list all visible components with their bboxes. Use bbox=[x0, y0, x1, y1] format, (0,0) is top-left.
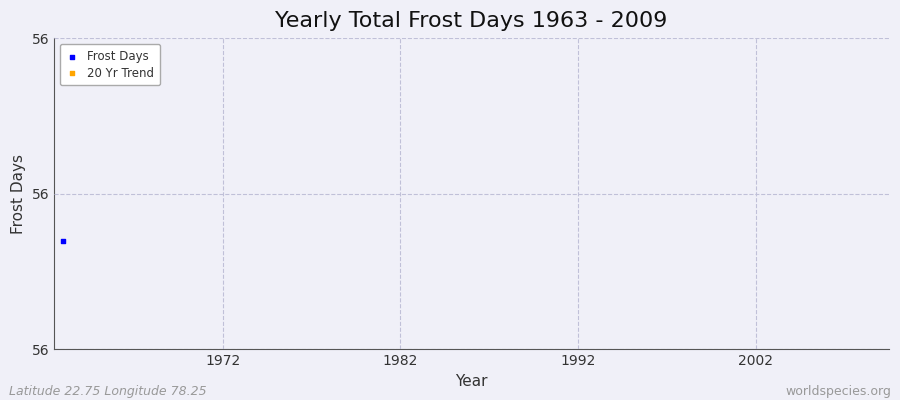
Frost Days bbox=[56, 237, 70, 244]
Y-axis label: Frost Days: Frost Days bbox=[11, 154, 26, 234]
Title: Yearly Total Frost Days 1963 - 2009: Yearly Total Frost Days 1963 - 2009 bbox=[275, 11, 668, 31]
X-axis label: Year: Year bbox=[455, 374, 488, 389]
Text: worldspecies.org: worldspecies.org bbox=[785, 385, 891, 398]
Text: Latitude 22.75 Longitude 78.25: Latitude 22.75 Longitude 78.25 bbox=[9, 385, 207, 398]
Legend: Frost Days, 20 Yr Trend: Frost Days, 20 Yr Trend bbox=[60, 44, 160, 86]
